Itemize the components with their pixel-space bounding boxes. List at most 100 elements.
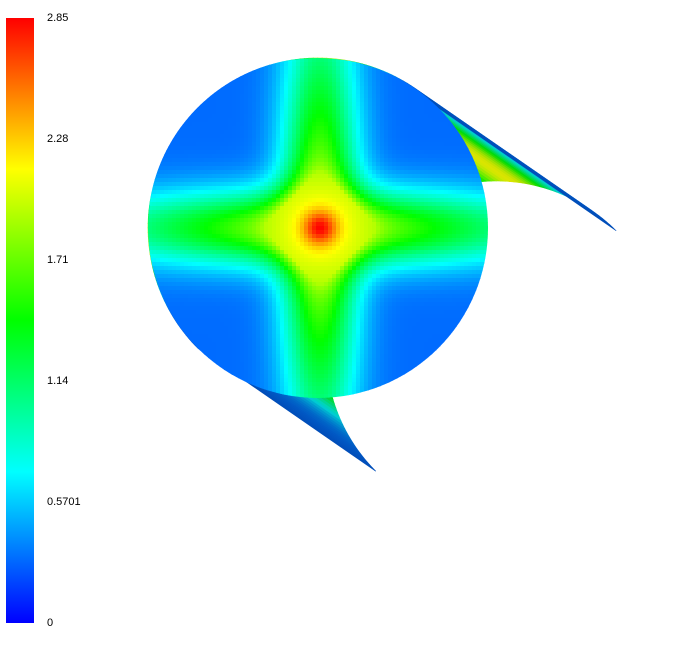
face-cell [376,198,381,203]
face-cell [304,206,309,211]
face-cell [424,210,429,215]
face-cell [332,218,337,223]
face-cell [320,82,325,87]
face-cell [256,178,261,183]
face-cell [260,290,265,295]
face-cell [328,86,333,91]
face-cell [264,146,269,151]
face-cell [200,142,205,147]
face-cell [232,282,237,287]
face-cell [228,234,233,239]
face-cell [448,258,453,263]
face-cell [456,286,461,291]
face-cell [248,238,253,243]
face-cell [428,282,433,287]
face-cell [396,150,401,155]
face-cell [252,170,257,175]
face-cell [400,290,405,295]
face-cell [236,230,241,235]
face-cell [180,166,185,171]
face-cell [424,142,429,147]
face-cell [188,258,193,263]
face-cell [192,126,197,131]
face-cell [380,122,385,127]
face-cell [228,198,233,203]
face-cell [348,86,353,91]
face-cell [448,270,453,275]
face-cell [228,130,233,135]
face-cell [280,154,285,159]
face-cell [424,226,429,231]
face-cell [456,254,461,259]
face-cell [388,106,393,111]
face-cell [380,234,385,239]
face-cell [276,310,281,315]
face-cell [356,242,361,247]
face-cell [236,310,241,315]
face-cell [352,166,357,171]
face-cell [304,162,309,167]
face-cell [344,150,349,155]
face-cell [164,242,169,247]
face-cell [352,226,357,231]
face-cell [268,146,273,151]
face-cell [296,130,301,135]
face-cell [356,222,361,227]
face-cell [264,318,269,323]
face-cell [428,154,433,159]
face-cell [216,254,221,259]
face-cell [300,262,305,267]
face-cell [184,258,189,263]
face-cell [232,266,237,271]
face-cell [276,94,281,99]
face-cell [312,318,317,323]
face-cell [356,318,361,323]
face-cell [352,62,357,67]
face-cell [332,106,337,111]
face-cell [452,290,457,295]
face-cell [240,254,245,259]
face-cell [320,306,325,311]
face-cell [296,82,301,87]
face-cell [308,158,313,163]
face-cell [472,178,477,183]
face-cell [260,90,265,95]
face-cell [428,170,433,175]
face-cell [452,266,457,271]
face-cell [224,230,229,235]
face-cell [208,210,213,215]
face-cell [148,234,153,239]
face-cell [312,194,317,199]
face-cell [188,190,193,195]
face-cell [444,218,449,223]
face-cell [384,90,389,95]
face-cell [208,170,213,175]
face-cell [360,182,365,187]
face-cell [404,218,409,223]
face-cell [464,210,469,215]
face-cell [404,246,409,251]
face-cell [204,254,209,259]
face-cell [316,210,321,215]
face-cell [264,298,269,303]
face-cell [244,270,249,275]
face-cell [388,114,393,119]
face-cell [260,222,265,227]
face-cell [340,310,345,315]
face-cell [280,250,285,255]
face-cell [428,210,433,215]
face-cell [336,82,341,87]
face-cell [448,246,453,251]
face-cell [332,266,337,271]
face-cell [164,226,169,231]
face-cell [384,282,389,287]
face-cell [340,110,345,115]
face-cell [316,218,321,223]
face-cell [404,170,409,175]
face-cell [476,234,481,239]
face-cell [264,94,269,99]
face-cell [372,130,377,135]
face-cell [312,286,317,291]
face-cell [312,78,317,83]
face-cell [348,302,353,307]
